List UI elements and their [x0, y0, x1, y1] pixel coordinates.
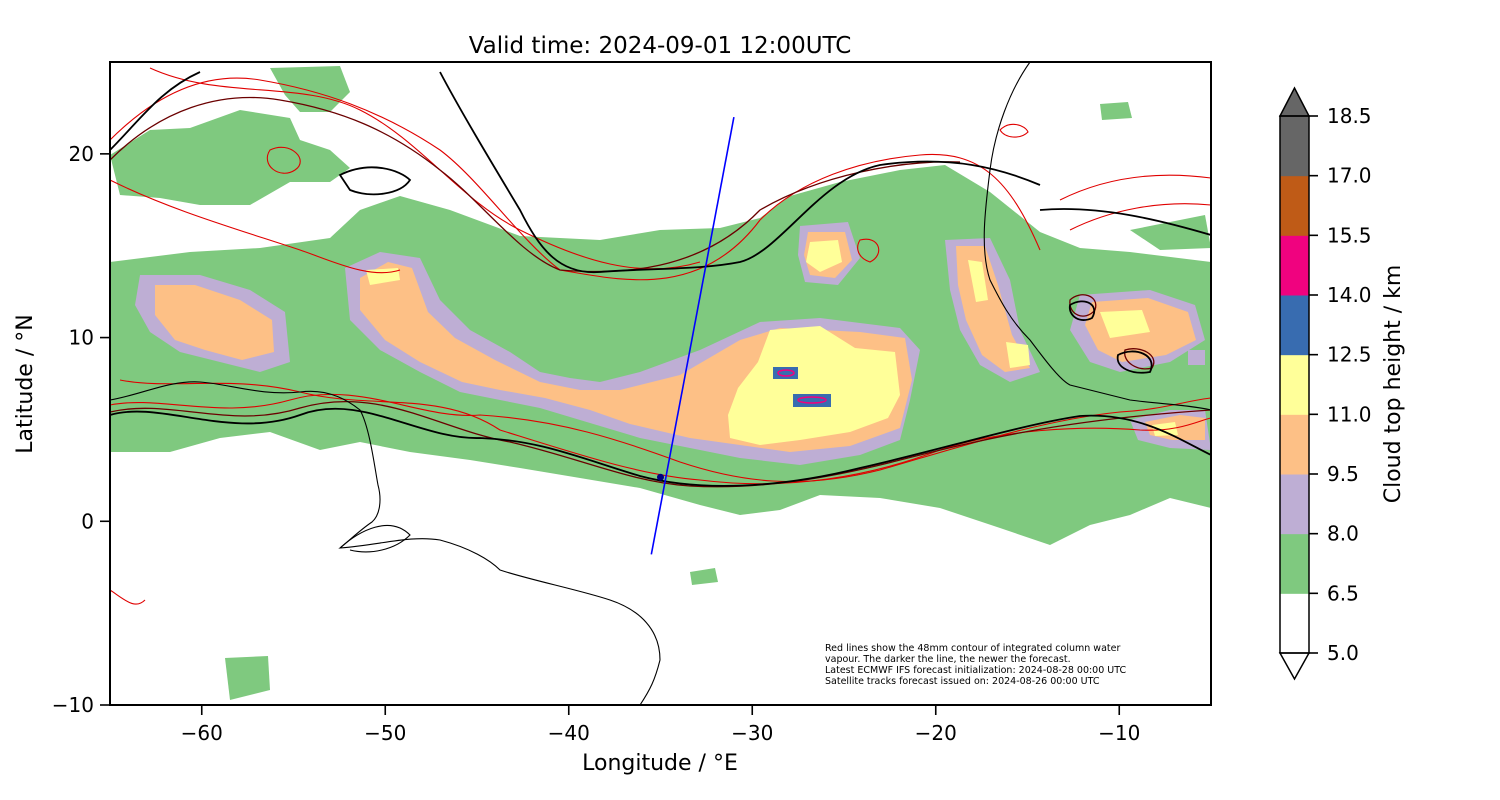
colorbar-segment	[1280, 593, 1309, 654]
y-tick-label: 20	[69, 142, 94, 166]
y-tick-label: 0	[81, 509, 94, 533]
map-frame	[109, 61, 1212, 706]
y-tick-label: −10	[52, 693, 94, 717]
svg-text:vapour. The darker the line, t: vapour. The darker the line, the newer t…	[825, 654, 1071, 665]
colorbar-tick-label: 11.0	[1327, 402, 1372, 426]
x-axis: −60 −50 −40 −30 −20 −10	[181, 705, 1140, 745]
cloud-field-yellow	[366, 240, 1178, 445]
x-tick-label: −20	[915, 721, 957, 745]
svg-text:Red lines show the 48mm contou: Red lines show the 48mm contour of integ…	[825, 643, 1120, 654]
svg-text:Satellite tracks forecast issu: Satellite tracks forecast issued on: 202…	[825, 676, 1100, 687]
coastlines	[110, 62, 1211, 705]
annotation-note: Red lines show the 48mm contour of integ…	[825, 643, 1126, 687]
cloud-field-blue	[773, 367, 831, 407]
colorbar-extend-bottom	[1278, 652, 1311, 681]
colorbar-tick-label: 5.0	[1327, 641, 1359, 665]
x-tick-label: −40	[548, 721, 590, 745]
colorbar: 5.0 6.5 8.0 9.5 11.0 12.5 14.0 15.5 17.0 18.5	[1278, 86, 1372, 681]
y-axis-label: Latitude / °N	[13, 314, 38, 453]
colorbar-segment	[1280, 295, 1309, 356]
satellite-track-marker	[657, 473, 664, 481]
colorbar-tick-label: 17.0	[1327, 164, 1372, 188]
x-axis-label: Longitude / °E	[582, 751, 738, 776]
x-tick-label: −60	[181, 721, 223, 745]
wv-contours-black	[110, 71, 1211, 487]
colorbar-frame	[1279, 115, 1310, 654]
colorbar-segment	[1280, 116, 1309, 177]
colorbar-tick-label: 6.5	[1327, 581, 1359, 605]
x-tick-label: −10	[1098, 721, 1140, 745]
satellite-track-line	[650, 116, 735, 555]
colorbar-tick-label: 18.5	[1327, 104, 1372, 128]
map-area	[110, 62, 1211, 705]
colorbar-segment	[1280, 474, 1309, 535]
chart-title: Valid time: 2024-09-01 12:00UTC	[469, 33, 852, 59]
y-tick-label: 10	[69, 326, 94, 350]
x-tick-label: −30	[731, 721, 773, 745]
x-tick-label: −50	[364, 721, 406, 745]
colorbar-tick-label: 15.5	[1327, 223, 1372, 247]
colorbar-segment	[1280, 235, 1309, 296]
svg-text:Latest ECMWF IFS forecast init: Latest ECMWF IFS forecast initialization…	[825, 665, 1126, 676]
colorbar-label: Cloud top height / km	[1381, 265, 1406, 504]
colorbar-tick-label: 9.5	[1327, 462, 1359, 486]
colorbar-tick-label: 14.0	[1327, 283, 1372, 307]
colorbar-segment	[1280, 175, 1309, 236]
y-axis: −10 0 10 20	[52, 142, 110, 717]
colorbar-segment	[1280, 414, 1309, 475]
colorbar-extend-top	[1278, 86, 1311, 117]
colorbar-segment	[1280, 533, 1309, 594]
colorbar-segment	[1280, 354, 1309, 415]
colorbar-tick-label: 12.5	[1327, 343, 1372, 367]
colorbar-tick-label: 8.0	[1327, 522, 1359, 546]
